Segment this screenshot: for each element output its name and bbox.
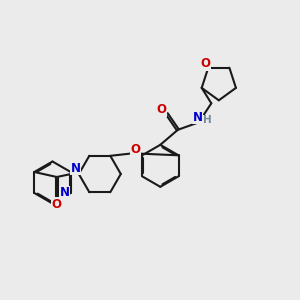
- Text: O: O: [200, 57, 210, 70]
- Text: H: H: [203, 115, 212, 125]
- Text: N: N: [71, 161, 81, 175]
- Text: O: O: [157, 103, 167, 116]
- Text: N: N: [60, 187, 70, 200]
- Text: O: O: [52, 197, 62, 211]
- Text: O: O: [130, 143, 140, 156]
- Text: N: N: [193, 111, 203, 124]
